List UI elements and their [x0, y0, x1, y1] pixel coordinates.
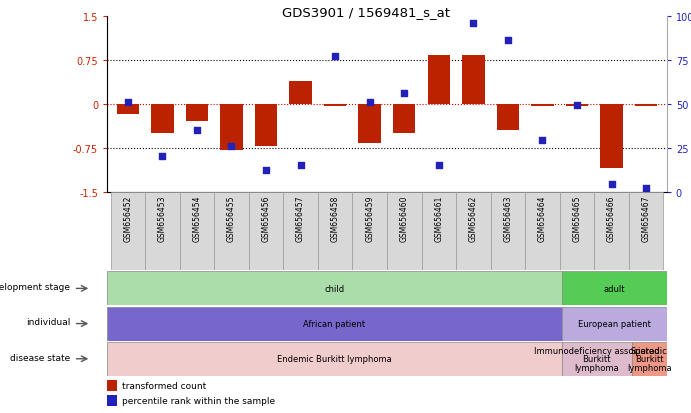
Text: GDS3901 / 1569481_s_at: GDS3901 / 1569481_s_at — [282, 6, 451, 19]
Text: GSM656464: GSM656464 — [538, 195, 547, 242]
Bar — [107, 395, 117, 406]
Bar — [255, 104, 277, 147]
Bar — [387, 192, 422, 271]
Bar — [324, 104, 346, 107]
Bar — [497, 104, 519, 131]
Bar — [428, 56, 450, 104]
Text: GSM656459: GSM656459 — [365, 195, 375, 242]
Bar — [107, 342, 562, 376]
Text: GSM656465: GSM656465 — [572, 195, 582, 242]
Point — [226, 143, 237, 150]
Bar — [151, 104, 173, 133]
Bar — [145, 192, 180, 271]
Bar — [318, 192, 352, 271]
Text: GSM656460: GSM656460 — [399, 195, 409, 242]
Text: percentile rank within the sample: percentile rank within the sample — [122, 396, 276, 405]
Bar — [180, 192, 214, 271]
Text: Endemic Burkitt lymphoma: Endemic Burkitt lymphoma — [277, 354, 392, 363]
Point — [537, 138, 548, 145]
Text: GSM656452: GSM656452 — [123, 195, 133, 242]
Bar — [107, 380, 117, 391]
Bar — [117, 104, 139, 115]
Bar — [594, 192, 629, 271]
Bar — [566, 104, 588, 107]
Bar — [562, 272, 667, 306]
Point — [364, 99, 375, 106]
Text: GSM656453: GSM656453 — [158, 195, 167, 242]
Bar — [562, 307, 667, 341]
Point — [295, 162, 306, 169]
Bar — [562, 342, 632, 376]
Text: Immunodeficiency associated
Burkitt
lymphoma: Immunodeficiency associated Burkitt lymp… — [534, 346, 660, 372]
Bar — [283, 192, 318, 271]
Text: GSM656462: GSM656462 — [468, 195, 478, 242]
Text: development stage: development stage — [0, 282, 70, 292]
Text: European patient: European patient — [578, 319, 651, 328]
Point — [571, 103, 583, 109]
Text: GSM656463: GSM656463 — [503, 195, 513, 242]
Bar — [220, 104, 243, 151]
Point — [502, 38, 513, 45]
Bar — [107, 307, 562, 341]
Bar — [352, 192, 387, 271]
Text: African patient: African patient — [303, 319, 366, 328]
Bar — [393, 104, 415, 133]
Point — [157, 154, 168, 160]
Bar — [600, 104, 623, 169]
Bar — [111, 192, 145, 271]
Bar — [422, 192, 456, 271]
Point — [330, 54, 341, 60]
Text: GSM656461: GSM656461 — [434, 195, 444, 242]
Bar — [290, 82, 312, 104]
Point — [399, 90, 410, 97]
Bar — [249, 192, 283, 271]
Text: Sporadic
Burkitt
lymphoma: Sporadic Burkitt lymphoma — [627, 346, 672, 372]
Bar — [560, 192, 594, 271]
Text: GSM656457: GSM656457 — [296, 195, 305, 242]
Text: adult: adult — [604, 284, 625, 293]
Bar — [632, 342, 667, 376]
Point — [261, 168, 272, 174]
Text: GSM656466: GSM656466 — [607, 195, 616, 242]
Text: individual: individual — [26, 318, 70, 327]
Point — [468, 20, 479, 27]
Text: child: child — [325, 284, 345, 293]
Bar — [107, 272, 562, 306]
Point — [122, 99, 133, 106]
Point — [606, 182, 617, 188]
Text: GSM656467: GSM656467 — [641, 195, 651, 242]
Bar — [462, 56, 484, 104]
Point — [191, 127, 202, 134]
Point — [433, 162, 444, 169]
Bar — [186, 104, 208, 122]
Text: GSM656456: GSM656456 — [261, 195, 271, 242]
Text: disease state: disease state — [10, 353, 70, 362]
Text: GSM656458: GSM656458 — [330, 195, 340, 242]
Text: GSM656455: GSM656455 — [227, 195, 236, 242]
Bar — [629, 192, 663, 271]
Text: GSM656454: GSM656454 — [192, 195, 202, 242]
Bar — [456, 192, 491, 271]
Bar — [525, 192, 560, 271]
Point — [641, 185, 652, 192]
Bar — [214, 192, 249, 271]
Text: transformed count: transformed count — [122, 381, 207, 390]
Bar — [491, 192, 525, 271]
Bar — [359, 104, 381, 144]
Bar — [531, 104, 553, 107]
Bar — [635, 104, 657, 107]
